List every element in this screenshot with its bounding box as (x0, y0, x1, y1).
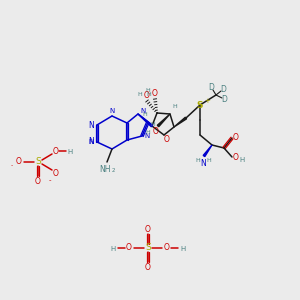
Text: O: O (53, 169, 59, 178)
Text: N: N (144, 133, 150, 139)
Text: O: O (164, 244, 170, 253)
Text: O: O (164, 136, 170, 145)
Text: NH: NH (99, 164, 111, 173)
Text: H: H (147, 92, 152, 98)
Text: H: H (146, 88, 150, 92)
Polygon shape (157, 114, 170, 127)
Polygon shape (138, 114, 153, 127)
Text: O: O (153, 128, 159, 136)
Text: D: D (220, 85, 226, 94)
Polygon shape (203, 145, 212, 157)
Text: D: D (221, 94, 227, 103)
Text: D: D (208, 83, 214, 92)
Polygon shape (174, 117, 187, 127)
Text: -: - (11, 164, 13, 169)
Text: H: H (172, 103, 177, 109)
Text: H: H (68, 149, 73, 155)
Text: +: + (204, 98, 210, 104)
Text: H: H (110, 246, 116, 252)
Text: O: O (16, 158, 22, 166)
Text: H: H (239, 157, 244, 163)
Text: H: H (180, 246, 186, 252)
Text: S: S (145, 244, 151, 253)
Text: O: O (145, 224, 151, 233)
Text: N: N (110, 108, 115, 114)
Text: N: N (200, 160, 206, 169)
Text: H: H (142, 112, 147, 118)
Text: O: O (53, 146, 59, 155)
Text: O: O (35, 176, 41, 185)
Text: S: S (35, 158, 41, 166)
Text: -: - (49, 177, 51, 183)
Text: N: N (88, 121, 94, 130)
Text: H: H (151, 122, 155, 127)
Text: O: O (152, 88, 158, 98)
Text: H: H (196, 158, 200, 164)
Text: O: O (126, 244, 132, 253)
Text: H: H (146, 130, 150, 134)
Text: N: N (88, 139, 94, 145)
Text: 2: 2 (111, 169, 115, 173)
Text: H: H (207, 158, 212, 163)
Text: S: S (197, 100, 203, 109)
Text: O: O (144, 91, 150, 100)
Text: O: O (233, 152, 239, 161)
Text: N: N (140, 108, 146, 114)
Text: O: O (233, 133, 239, 142)
Text: N: N (88, 137, 94, 146)
Text: H: H (138, 92, 142, 98)
Text: O: O (145, 262, 151, 272)
